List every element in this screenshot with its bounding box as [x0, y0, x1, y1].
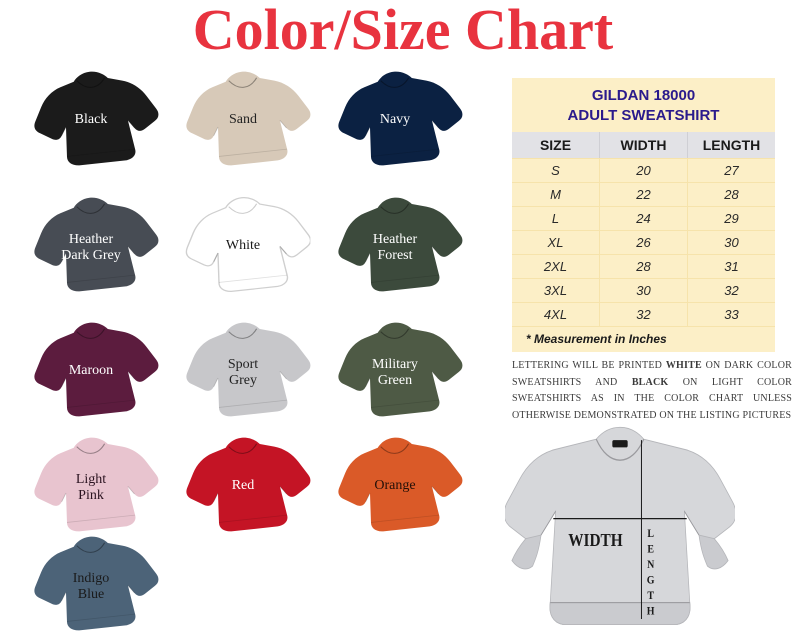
svg-text:WIDTH: WIDTH [568, 530, 623, 551]
svg-text:L: L [647, 527, 654, 540]
svg-text:T: T [647, 589, 654, 602]
svg-text:H: H [647, 605, 655, 618]
svg-text:E: E [647, 543, 654, 556]
svg-text:N: N [647, 558, 654, 571]
svg-text:G: G [647, 574, 655, 587]
